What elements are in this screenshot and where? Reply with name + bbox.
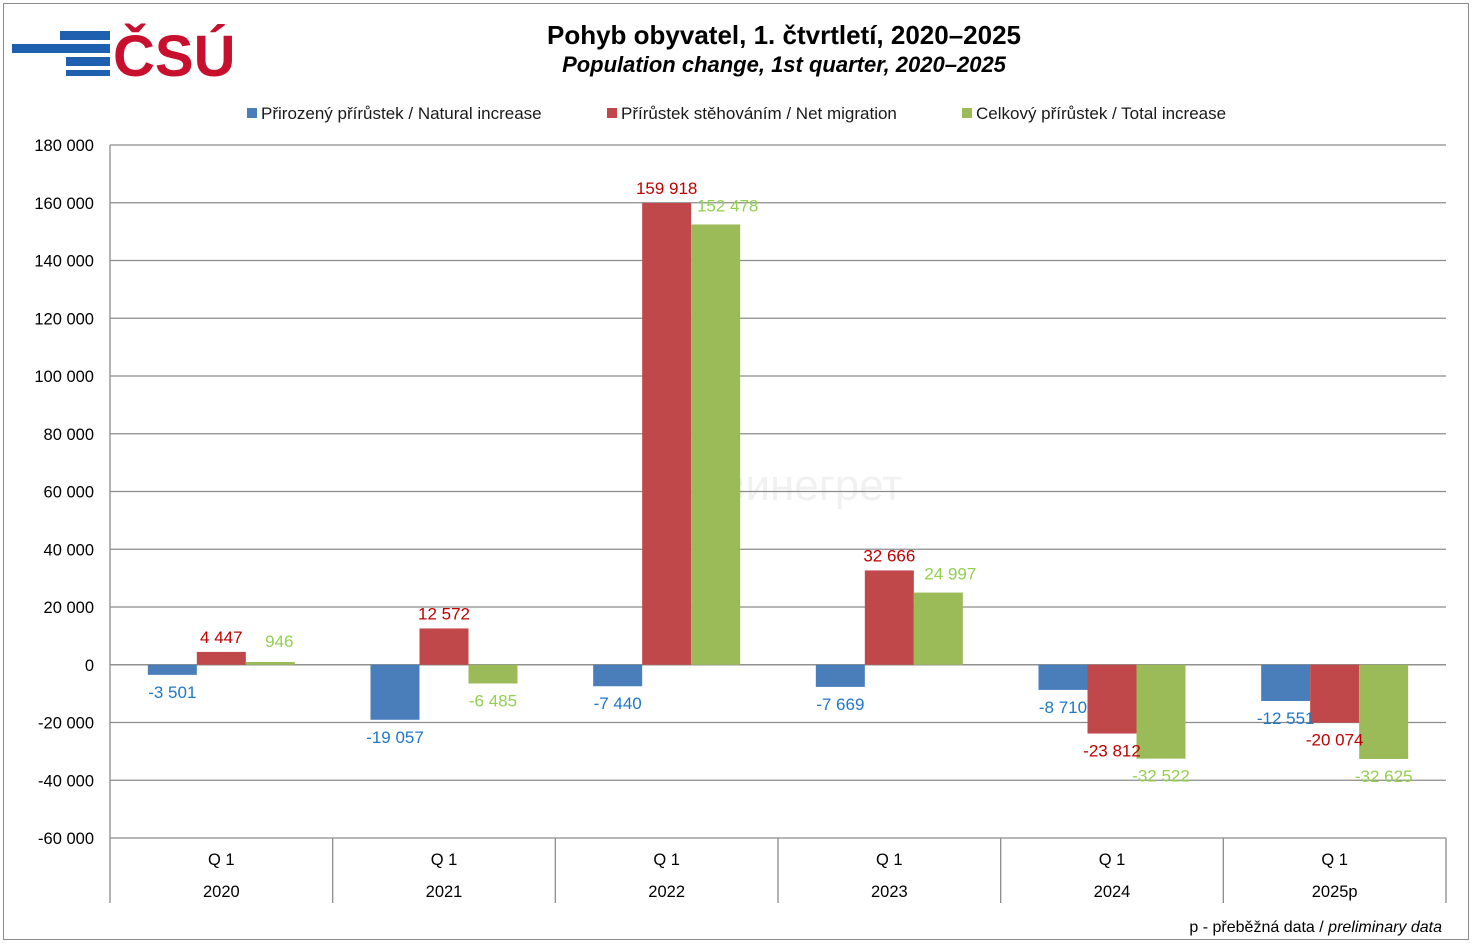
data-label: -32 625 — [1355, 767, 1413, 786]
data-label: 946 — [265, 632, 293, 651]
x-tick-label: Q 1 — [1321, 851, 1348, 869]
data-label: 159 918 — [636, 179, 697, 198]
y-tick-label: -20 000 — [38, 715, 94, 733]
legend-swatch — [962, 108, 972, 118]
bar-natural — [370, 664, 420, 720]
chart-subtitle: Population change, 1st quarter, 2020–202… — [562, 52, 1007, 77]
bar-natural — [147, 664, 197, 675]
x-tick-label: Q 1 — [876, 851, 903, 869]
data-label: -8 710 — [1039, 698, 1087, 717]
x-group-label: 2022 — [648, 883, 685, 901]
data-label: -12 551 — [1257, 709, 1315, 728]
data-label: -32 522 — [1132, 767, 1190, 786]
bar-migration — [864, 570, 914, 665]
bar-total — [691, 224, 741, 665]
bars — [147, 202, 1409, 759]
legend-label: Celkový přírůstek / Total increase — [976, 104, 1226, 123]
data-label: -6 485 — [469, 691, 517, 710]
legend-label: Přírůstek stěhováním / Net migration — [621, 104, 897, 123]
y-tick-label: 100 000 — [34, 368, 94, 386]
logo-bar — [66, 57, 110, 66]
legend-swatch — [607, 108, 617, 118]
y-tick-label: 120 000 — [34, 310, 94, 328]
y-axis: 180 000 160 000 140 000 120 000 100 000 80 00… — [34, 137, 111, 903]
x-tick-label: Q 1 — [653, 851, 680, 869]
y-tick-label: -40 000 — [38, 772, 94, 790]
y-tick-label: 80 000 — [44, 426, 94, 444]
data-label: -7 440 — [594, 694, 642, 713]
bar-migration — [1087, 664, 1137, 734]
data-label: -7 669 — [816, 695, 864, 714]
bar-migration — [196, 651, 246, 665]
bar-natural — [815, 664, 865, 687]
bar-total — [468, 664, 518, 684]
data-label: 152 478 — [697, 196, 758, 215]
bar-natural — [1261, 664, 1311, 701]
bar-total — [1136, 664, 1186, 759]
y-tick-label: -60 000 — [38, 830, 94, 848]
data-label: 12 572 — [418, 604, 470, 623]
csu-logo: ČSÚ — [12, 24, 235, 89]
data-label: -3 501 — [148, 683, 196, 702]
bar-migration — [1310, 664, 1360, 723]
footnote-italic: preliminary data — [1327, 919, 1442, 936]
data-label: -19 057 — [366, 728, 424, 747]
data-label: 32 666 — [863, 546, 915, 565]
footnote: p - přeběžná data / preliminary data — [1189, 919, 1442, 936]
watermark: винегрет — [722, 461, 902, 510]
y-tick-label: 0 — [85, 657, 94, 675]
chart-frame — [3, 3, 1469, 940]
x-group-label: 2024 — [1094, 883, 1131, 901]
bar-migration — [419, 628, 469, 665]
chart-title: Pohyb obyvatel, 1. čtvrtletí, 2020–2025 — [547, 20, 1021, 50]
logo-text: ČSÚ — [113, 24, 235, 89]
x-group-label: 2021 — [426, 883, 463, 901]
data-label: -23 812 — [1083, 742, 1141, 761]
y-tick-label: 180 000 — [34, 137, 94, 155]
x-tick-label: Q 1 — [1099, 851, 1126, 869]
bar-natural — [593, 664, 643, 687]
data-label: -20 074 — [1306, 731, 1364, 750]
y-tick-label: 40 000 — [44, 541, 94, 559]
y-tick-label: 160 000 — [34, 195, 94, 213]
x-axis: Q 1 2020 Q 1 2021 Q 1 2022 Q 1 2023 Q 1 2024 Q 1 20… — [203, 838, 1447, 903]
logo-bar — [66, 70, 110, 76]
data-label: 4 447 — [200, 628, 243, 647]
x-tick-label: Q 1 — [208, 851, 235, 869]
y-tick-label: 20 000 — [44, 599, 94, 617]
legend-swatch — [247, 108, 257, 118]
data-labels: -3 501 4 447 946 -19 057 12 572 -6 485 -7 440 1… — [148, 179, 1412, 786]
x-tick-label: Q 1 — [431, 851, 458, 869]
logo-bar — [60, 31, 110, 40]
footnote-prefix: p - přeběžná data / — [1189, 919, 1328, 936]
grid — [110, 144, 1446, 839]
bar-total — [1359, 664, 1409, 759]
logo-bar — [12, 44, 110, 53]
y-tick-label: 60 000 — [44, 484, 94, 502]
x-group-label: 2020 — [203, 883, 240, 901]
legend: Přirozený přírůstek / Natural increase Př… — [247, 104, 1226, 123]
data-label: 24 997 — [924, 565, 976, 584]
bar-total — [245, 662, 295, 665]
bar-natural — [1038, 664, 1088, 690]
x-group-label: 2023 — [871, 883, 908, 901]
x-group-label: 2025p — [1312, 883, 1358, 901]
y-tick-label: 140 000 — [34, 253, 94, 271]
bar-total — [913, 592, 963, 665]
legend-label: Přirozený přírůstek / Natural increase — [261, 104, 542, 123]
bar-migration — [642, 202, 692, 665]
